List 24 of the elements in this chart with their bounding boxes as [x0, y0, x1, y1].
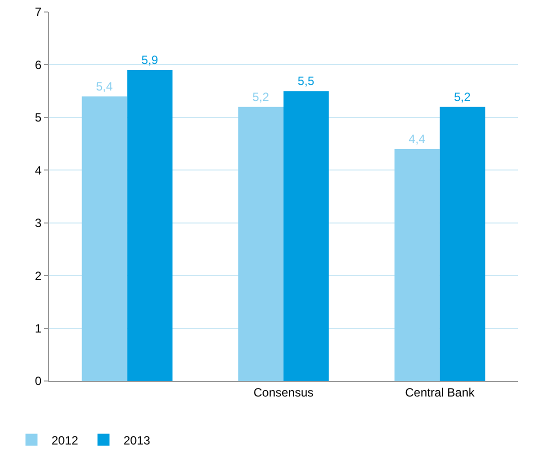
- legend-label: 2013: [124, 433, 151, 448]
- bar: [238, 106, 284, 381]
- legend-label: 2012: [51, 433, 78, 448]
- data-label: 5,2: [454, 90, 472, 104]
- x-tick-label: Consensus: [253, 385, 314, 400]
- y-tick-label: 1: [34, 321, 42, 336]
- data-label: 5,4: [96, 79, 114, 94]
- data-label: 5,5: [298, 74, 315, 88]
- y-tick-label: 0: [34, 374, 42, 388]
- data-label: 5,2: [252, 90, 270, 104]
- y-tick-label: 6: [34, 58, 42, 72]
- data-label: 4,4: [408, 132, 426, 146]
- data-label: 5,9: [141, 52, 158, 67]
- x-tick-label: Central Bank: [405, 385, 476, 400]
- bar: [394, 149, 440, 381]
- y-tick-label: 2: [34, 268, 42, 283]
- y-tick-label: 5: [34, 110, 42, 125]
- bar: [82, 96, 128, 381]
- y-tick-label: 3: [34, 216, 42, 230]
- bar: [127, 70, 172, 381]
- y-tick-label: 7: [34, 5, 42, 20]
- bar: [440, 106, 486, 381]
- y-tick-label: 4: [34, 163, 42, 178]
- bar: [284, 91, 329, 381]
